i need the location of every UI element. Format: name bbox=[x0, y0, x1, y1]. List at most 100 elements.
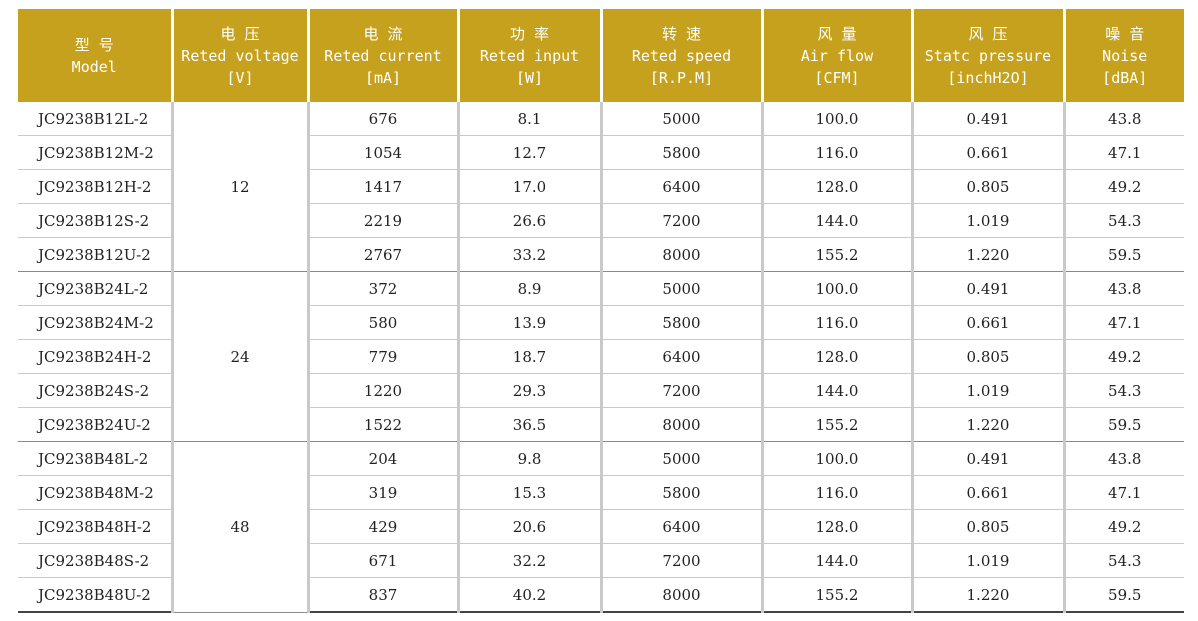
pressure-cell: 0.805 bbox=[910, 169, 1064, 204]
table-row: JC9238B48M-2 319 15.3 5800 116.0 0.661 47.1 bbox=[18, 475, 1184, 510]
speed-cell: 6400 bbox=[599, 509, 762, 544]
airflow-cell: 144.0 bbox=[760, 543, 912, 578]
speed-cell: 8000 bbox=[599, 407, 762, 442]
current-cell: 2767 bbox=[306, 237, 458, 272]
header-noise: 噪 音 Noise [dBA] bbox=[1062, 9, 1184, 102]
table-row: JC9238B12H-2 1417 17.0 6400 128.0 0.805 49.2 bbox=[18, 169, 1184, 204]
model-cell: JC9238B24M-2 bbox=[18, 305, 172, 340]
input-power-cell: 15.3 bbox=[456, 475, 601, 510]
noise-cell: 59.5 bbox=[1062, 407, 1184, 442]
header-model-en: Model bbox=[71, 57, 117, 76]
table-row: JC9238B24M-2 580 13.9 5800 116.0 0.661 47.1 bbox=[18, 305, 1184, 340]
speed-cell: 8000 bbox=[599, 577, 762, 613]
noise-cell: 49.2 bbox=[1062, 509, 1184, 544]
current-cell: 429 bbox=[306, 509, 458, 544]
speed-cell: 8000 bbox=[599, 237, 762, 272]
header-noise-cn: 噪 音 bbox=[1105, 24, 1145, 43]
noise-cell: 54.3 bbox=[1062, 543, 1184, 578]
table-row: JC9238B48U-2 837 40.2 8000 155.2 1.220 59.5 bbox=[18, 577, 1184, 613]
airflow-cell: 128.0 bbox=[760, 169, 912, 204]
voltage-cell: 48 bbox=[170, 441, 308, 613]
pressure-cell: 0.491 bbox=[910, 441, 1064, 476]
model-cell: JC9238B48M-2 bbox=[18, 475, 172, 510]
speed-cell: 5000 bbox=[599, 271, 762, 306]
input-power-cell: 8.1 bbox=[456, 102, 601, 136]
header-voltage-cn: 电 压 bbox=[220, 24, 260, 43]
model-cell: JC9238B48U-2 bbox=[18, 577, 172, 613]
table-body: JC9238B12L-2 12 676 8.1 5000 100.0 0.491 43.8 JC… bbox=[18, 102, 1184, 613]
noise-cell: 47.1 bbox=[1062, 135, 1184, 170]
table-row: JC9238B24H-2 779 18.7 6400 128.0 0.805 49.2 bbox=[18, 339, 1184, 374]
header-current-cn: 电 流 bbox=[363, 24, 403, 43]
model-cell: JC9238B24S-2 bbox=[18, 373, 172, 408]
pressure-cell: 0.661 bbox=[910, 305, 1064, 340]
current-cell: 837 bbox=[306, 577, 458, 613]
model-cell: JC9238B12U-2 bbox=[18, 237, 172, 272]
model-cell: JC9238B24L-2 bbox=[18, 271, 172, 306]
airflow-cell: 116.0 bbox=[760, 135, 912, 170]
model-cell: JC9238B48L-2 bbox=[18, 441, 172, 476]
header-speed-en: Reted speed bbox=[631, 46, 732, 65]
pressure-cell: 0.661 bbox=[910, 475, 1064, 510]
input-power-cell: 18.7 bbox=[456, 339, 601, 374]
header-airflow-cn: 风 量 bbox=[817, 24, 857, 43]
header-voltage: 电 压 Reted voltage [V] bbox=[170, 9, 308, 102]
header-voltage-en: Reted voltage bbox=[181, 46, 299, 65]
header-airflow-en: Air flow bbox=[800, 46, 874, 65]
speed-cell: 5800 bbox=[599, 305, 762, 340]
input-power-cell: 32.2 bbox=[456, 543, 601, 578]
noise-cell: 54.3 bbox=[1062, 203, 1184, 238]
speed-cell: 5000 bbox=[599, 441, 762, 476]
header-airflow: 风 量 Air flow [CFM] bbox=[760, 9, 912, 102]
header-noise-unit: [dBA] bbox=[1102, 68, 1148, 87]
speed-cell: 5800 bbox=[599, 475, 762, 510]
pressure-cell: 1.220 bbox=[910, 577, 1064, 613]
airflow-cell: 128.0 bbox=[760, 339, 912, 374]
noise-cell: 47.1 bbox=[1062, 475, 1184, 510]
input-power-cell: 29.3 bbox=[456, 373, 601, 408]
airflow-cell: 116.0 bbox=[760, 475, 912, 510]
pressure-cell: 0.491 bbox=[910, 102, 1064, 136]
header-model: 型 号 Model bbox=[18, 9, 172, 102]
pressure-cell: 1.019 bbox=[910, 373, 1064, 408]
model-cell: JC9238B12H-2 bbox=[18, 169, 172, 204]
header-model-cn: 型 号 bbox=[74, 35, 114, 54]
input-power-cell: 36.5 bbox=[456, 407, 601, 442]
airflow-cell: 128.0 bbox=[760, 509, 912, 544]
table-row: JC9238B12L-2 12 676 8.1 5000 100.0 0.491 43.8 bbox=[18, 102, 1184, 272]
input-power-cell: 33.2 bbox=[456, 237, 601, 272]
input-power-cell: 8.9 bbox=[456, 271, 601, 306]
header-current-unit: [mA] bbox=[364, 68, 402, 87]
pressure-cell: 1.220 bbox=[910, 407, 1064, 442]
current-cell: 2219 bbox=[306, 203, 458, 238]
pressure-cell: 0.805 bbox=[910, 509, 1064, 544]
header-row: 型 号 Model 电 压 Reted voltage [V] 电 流 Rete… bbox=[18, 9, 1184, 102]
airflow-cell: 155.2 bbox=[760, 237, 912, 272]
input-power-cell: 13.9 bbox=[456, 305, 601, 340]
noise-cell: 43.8 bbox=[1062, 102, 1184, 136]
pressure-cell: 1.220 bbox=[910, 237, 1064, 272]
current-cell: 676 bbox=[306, 102, 458, 136]
noise-cell: 59.5 bbox=[1062, 577, 1184, 613]
input-power-cell: 40.2 bbox=[456, 577, 601, 613]
model-cell: JC9238B12L-2 bbox=[18, 102, 172, 136]
pressure-cell: 0.491 bbox=[910, 271, 1064, 306]
header-input-cn: 功 率 bbox=[509, 24, 550, 43]
input-power-cell: 20.6 bbox=[456, 509, 601, 544]
speed-cell: 5800 bbox=[599, 135, 762, 170]
pressure-cell: 0.805 bbox=[910, 339, 1064, 374]
current-cell: 580 bbox=[306, 305, 458, 340]
voltage-cell: 24 bbox=[170, 271, 308, 442]
current-cell: 319 bbox=[306, 475, 458, 510]
input-power-cell: 9.8 bbox=[456, 441, 601, 476]
speed-cell: 7200 bbox=[599, 373, 762, 408]
header-current-en: Reted current bbox=[324, 46, 442, 65]
airflow-cell: 144.0 bbox=[760, 203, 912, 238]
current-cell: 779 bbox=[306, 339, 458, 374]
header-pressure: 风 压 Statc pressure [inchH2O] bbox=[910, 9, 1064, 102]
airflow-cell: 116.0 bbox=[760, 305, 912, 340]
airflow-cell: 100.0 bbox=[760, 102, 912, 136]
table-row: JC9238B24L-2 24 372 8.9 5000 100.0 0.491 43.8 bbox=[18, 271, 1184, 442]
speed-cell: 6400 bbox=[599, 169, 762, 204]
current-cell: 671 bbox=[306, 543, 458, 578]
